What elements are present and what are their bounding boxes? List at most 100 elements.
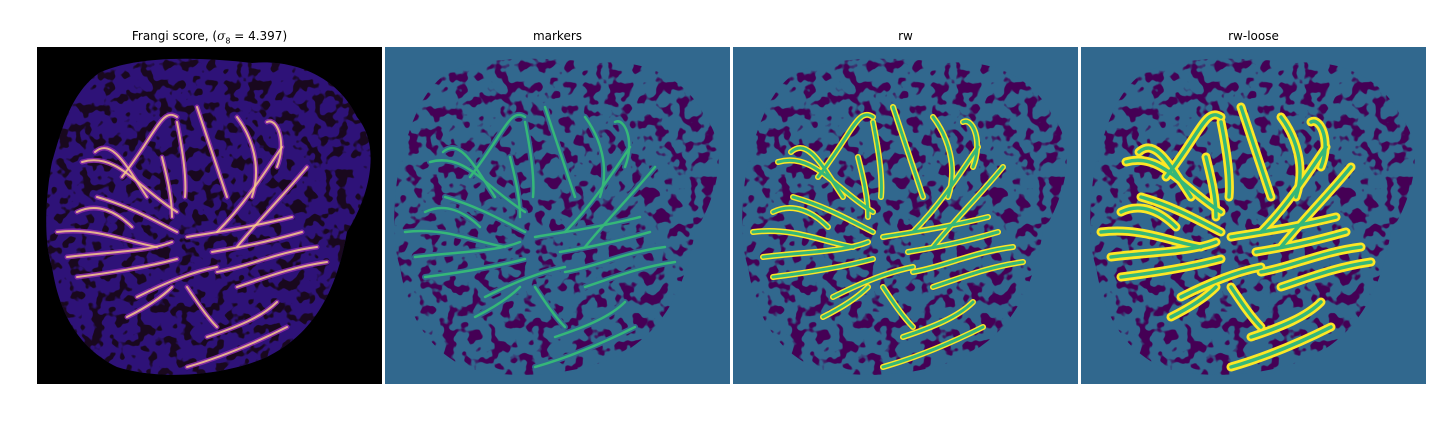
sigma-symbol: σ: [217, 29, 226, 43]
vessel-marker: [533, 215, 642, 239]
vessel-marker: [558, 230, 652, 254]
rw-vessel: [776, 158, 875, 214]
vessel-marker: [563, 145, 632, 234]
frangi-vessel-core: [216, 146, 283, 233]
frangi-vessel-core: [136, 266, 218, 298]
frangi-vessel-core: [236, 166, 308, 248]
vessel-marker: [413, 240, 522, 259]
rw-loose-vessel: [1254, 230, 1348, 254]
rw-vessel: [789, 146, 845, 199]
rw-vessel: [791, 195, 875, 234]
markers-image: [385, 47, 730, 384]
panel-title-frangi: Frangi score, (σ8 = 4.397): [37, 29, 382, 45]
frangi-vessel-core: [121, 113, 178, 178]
vessel-marker: [403, 229, 507, 249]
rw-loose-vessel: [1279, 165, 1353, 249]
vessel-marker: [533, 285, 567, 329]
rw-loose-canvas: [1081, 47, 1426, 384]
frangi-score-image: [37, 47, 382, 384]
rw-vessel: [961, 119, 979, 169]
frangi-vessel-core: [76, 207, 133, 228]
rw-loose-vessel: [1109, 240, 1218, 259]
panel-title-markers: markers: [532, 29, 583, 43]
rw-vessel: [911, 245, 1015, 274]
frangi-vessel-core: [96, 196, 178, 233]
vessel-marker: [533, 325, 637, 369]
vessel-marker: [508, 155, 522, 219]
rw-vessel: [906, 230, 1000, 254]
tissue-region: [394, 58, 719, 375]
frangi-vessel-core: [56, 230, 158, 248]
panel-title-rw-loose: rw-loose: [1228, 29, 1279, 43]
frangi-vessel-core: [186, 216, 293, 238]
rw-loose-vessel: [1229, 215, 1338, 239]
rw-loose-vessel: [1259, 245, 1363, 274]
rw-loose-vessel: [1204, 155, 1218, 219]
frangi-vessel-core: [161, 156, 173, 218]
rw-loose-image: [1081, 47, 1426, 384]
rw-image: [733, 47, 1078, 384]
rw-vessel: [931, 165, 1005, 249]
rw-loose-vessel: [1229, 285, 1263, 329]
rw-loose-vessel: [1309, 119, 1327, 169]
rw-vessel: [771, 206, 830, 229]
rw-canvas: [733, 47, 1078, 384]
rw-vessel: [816, 113, 875, 179]
rw-vessel: [821, 285, 870, 319]
rw-loose-vessel: [1219, 120, 1232, 199]
vessel-marker: [423, 206, 482, 229]
rw-vessel: [881, 285, 915, 329]
frangi-vessel-core: [66, 241, 173, 258]
frangi-vessel-core: [216, 246, 318, 273]
rw-loose-vessel: [1099, 229, 1203, 249]
vessel-marker: [563, 245, 667, 274]
vessel-marker: [483, 265, 567, 299]
frangi-vessel-core: [176, 121, 187, 198]
rw-vessel: [771, 257, 875, 279]
rw-vessel: [931, 260, 1025, 289]
frangi-score-canvas: [37, 47, 382, 384]
rw-loose-vessel: [1179, 265, 1263, 299]
frangi-vessel-core: [266, 120, 283, 168]
rw-vessel: [901, 300, 975, 339]
rw-loose-vessel: [1119, 206, 1178, 229]
rw-vessel: [751, 229, 855, 249]
rw-loose-vessel: [1164, 113, 1223, 179]
sigma-subscript: 8: [225, 36, 231, 46]
frangi-vessel-core: [76, 258, 178, 278]
rw-loose-vessel: [1279, 260, 1373, 289]
frangi-vessel-core: [126, 286, 173, 318]
frangi-title-prefix: Frangi score, (: [131, 29, 218, 43]
panel-title-rw: rw: [898, 29, 913, 43]
frangi-vessel-core: [186, 326, 288, 368]
frangi-vessel-core: [211, 231, 303, 253]
rw-loose-vessel: [1124, 158, 1223, 214]
frangi-vessel-core: [196, 106, 228, 198]
vessel-marker: [583, 260, 677, 289]
vessel-marker: [473, 285, 522, 319]
vessel-marker: [543, 105, 577, 199]
vessel-marker: [613, 120, 631, 169]
frangi-vessel-core: [81, 159, 178, 213]
frangi-vessel-core: [236, 261, 328, 288]
rw-vessel: [761, 240, 870, 259]
rw-vessel: [831, 265, 915, 299]
rw-loose-vessel: [1137, 146, 1193, 199]
rw-loose-vessel: [1139, 195, 1223, 234]
markers-canvas: [385, 47, 730, 384]
rw-loose-vessel: [1229, 325, 1333, 369]
frangi-vessel-core: [94, 147, 148, 198]
rw-loose-vessel: [1169, 285, 1218, 319]
vessel-marker: [443, 195, 527, 234]
vessel-marker: [423, 257, 527, 279]
vessel-marker: [553, 300, 627, 339]
rw-vessel: [881, 325, 985, 369]
rw-loose-vessel: [1249, 300, 1323, 339]
vessel-marker: [428, 159, 527, 214]
rw-vessel: [856, 155, 870, 219]
frangi-vessel-core: [186, 286, 218, 328]
rw-vessel: [881, 215, 990, 239]
rw-loose-vessel: [1239, 105, 1273, 199]
rw-vessel: [891, 105, 925, 199]
rw-loose-vessel: [1259, 145, 1328, 234]
